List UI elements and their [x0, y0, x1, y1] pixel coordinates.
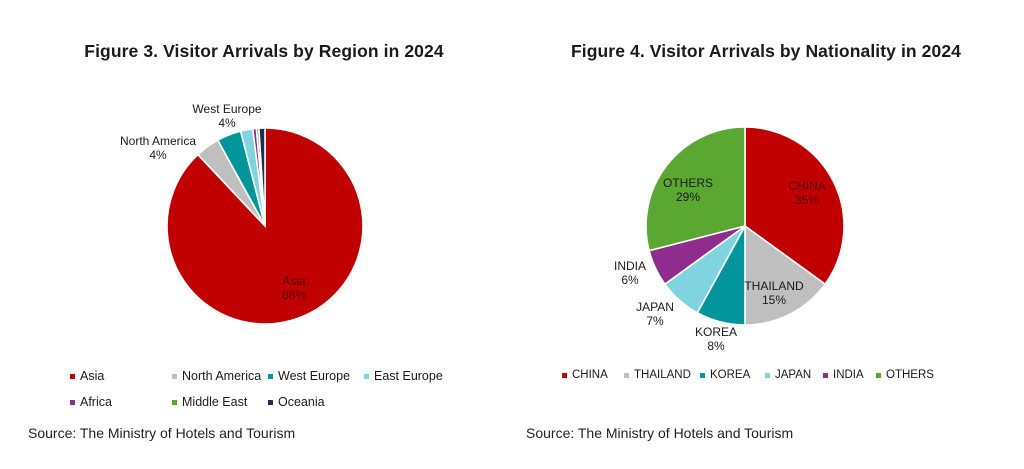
- legend-label-others: OTHERS: [886, 369, 934, 381]
- figure-4-title: Figure 4. Visitor Arrivals by Nationalit…: [570, 41, 962, 61]
- legend-label-east-europe: East Europe: [374, 369, 443, 383]
- legend-swatch-china: [562, 372, 567, 378]
- legend-item-africa: Africa: [70, 395, 112, 409]
- data-label-west-europe: West Europe 4%: [192, 102, 261, 130]
- legend-swatch-east-europe: [364, 373, 369, 379]
- legend-item-china: CHINA: [562, 369, 608, 381]
- figure-4-source: Source: The Ministry of Hotels and Touri…: [526, 425, 794, 441]
- legend-swatch-others: [876, 372, 881, 378]
- legend-swatch-middle-east: [172, 399, 177, 405]
- legend-item-india: INDIA: [823, 369, 864, 381]
- data-label-china: CHINA 35%: [788, 179, 825, 207]
- legend-item-middle-east: Middle East: [172, 395, 247, 409]
- legend-swatch-thailand: [624, 372, 629, 378]
- legend-label-north-america: North America: [182, 369, 262, 383]
- legend-item-east-europe: East Europe: [364, 369, 443, 383]
- legend-label-asia: Asia: [80, 369, 105, 383]
- legend-label-africa: Africa: [80, 395, 112, 409]
- data-label-thailand: THAILAND 15%: [744, 279, 804, 307]
- data-label-others: OTHERS 29%: [663, 176, 713, 204]
- legend-item-north-america: North America: [172, 369, 261, 383]
- legend-label-china: CHINA: [572, 369, 608, 381]
- legend-label-middle-east: Middle East: [182, 395, 248, 409]
- figure-3-pie-chart: Asia 88% North America 4% West Europe 4%: [120, 102, 364, 325]
- data-label-korea: KOREA 8%: [695, 325, 737, 353]
- legend-item-japan: JAPAN: [765, 369, 811, 381]
- legend-swatch-asia: [70, 373, 75, 379]
- legend-swatch-west-europe: [268, 373, 273, 379]
- legend-swatch-north-america: [172, 373, 177, 379]
- figure-4-panel: Figure 4. Visitor Arrivals by Nationalit…: [512, 0, 1024, 469]
- pie-slice-asia: [166, 127, 364, 325]
- legend-swatch-korea: [700, 372, 705, 378]
- legend-item-others: OTHERS: [876, 369, 934, 381]
- legend-item-oceania: Oceania: [268, 395, 325, 409]
- pie-slice-china: [744, 126, 845, 286]
- pie-slice-thailand: [744, 224, 827, 326]
- legend-label-thailand: THAILAND: [634, 369, 691, 381]
- data-label-asia: Asia 88%: [282, 274, 306, 302]
- legend-item-korea: KOREA: [700, 369, 750, 381]
- data-label-india: INDIA 6%: [614, 259, 646, 287]
- data-label-north-america: North America 4%: [120, 134, 196, 162]
- data-label-japan: JAPAN 7%: [636, 300, 674, 328]
- legend-item-west-europe: West Europe: [268, 369, 350, 383]
- figure-3-source: Source: The Ministry of Hotels and Touri…: [28, 425, 296, 441]
- legend-label-korea: KOREA: [710, 369, 751, 381]
- legend-item-asia: Asia: [70, 369, 104, 383]
- legend-label-oceania: Oceania: [278, 395, 325, 409]
- figure-3-panel: Figure 3. Visitor Arrivals by Region in …: [28, 41, 444, 441]
- figure-3-title: Figure 3. Visitor Arrivals by Region in …: [84, 41, 444, 61]
- legend-item-thailand: THAILAND: [624, 369, 691, 381]
- legend-label-west-europe: West Europe: [278, 369, 351, 383]
- legend-swatch-japan: [765, 372, 770, 378]
- legend-label-india: INDIA: [833, 369, 864, 381]
- legend-swatch-africa: [70, 399, 75, 405]
- legend-swatch-oceania: [268, 399, 273, 405]
- pie-slice-oceania: [258, 127, 266, 227]
- figure-4-pie-chart: CHINA 35% THAILAND 15%KOREA 8% JAPAN 7% INDIA 6%…: [614, 126, 845, 353]
- legend-swatch-india: [823, 372, 828, 378]
- legend-label-japan: JAPAN: [775, 369, 812, 381]
- pie-slice-others: [645, 126, 746, 252]
